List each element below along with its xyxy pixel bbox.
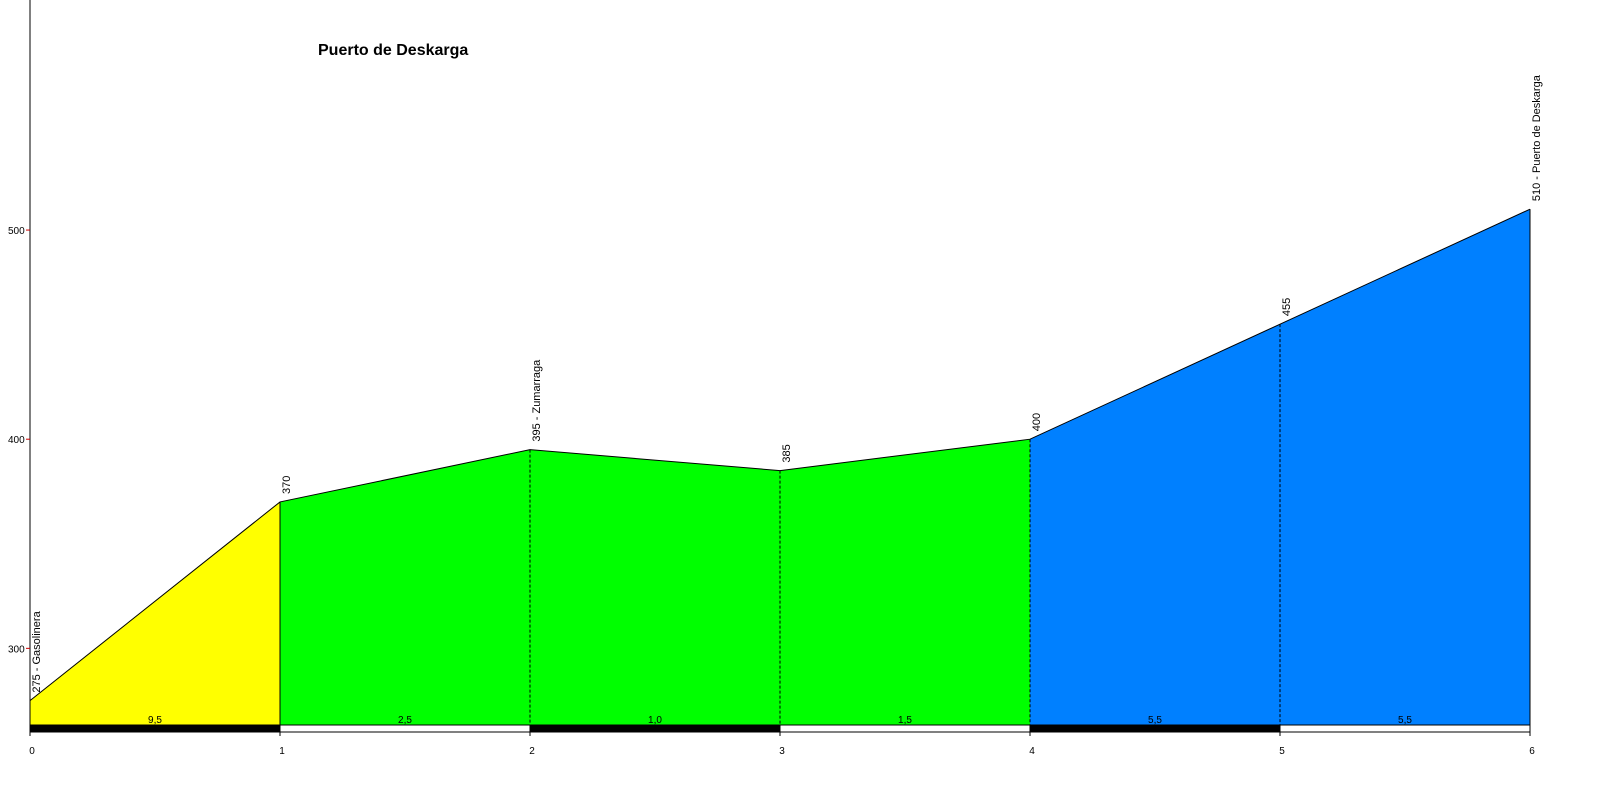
point-label-2: 395 - Zumarraga xyxy=(531,359,543,442)
segment-fills xyxy=(30,209,1530,726)
x-tick-label-3: 3 xyxy=(779,746,785,757)
gradient-bar-3 xyxy=(779,724,1031,733)
point-labels: 275 - Gasolinera 370 395 - Zumarraga 385 400… xyxy=(31,74,1543,692)
point-label-3: 385 xyxy=(781,444,793,462)
gradient-bars: 9,5 2,5 1,0 1,5 5,5 5,5 xyxy=(29,715,1531,733)
axes: 300 400 500 0 1 2 3 4 5 6 xyxy=(8,0,1535,757)
x-tick-label-5: 5 xyxy=(1279,746,1285,757)
gradient-bar-1 xyxy=(279,724,531,733)
segment-fill-4 xyxy=(1030,324,1280,725)
gradient-label-2: 1,0 xyxy=(648,715,662,726)
point-label-6: 510 - Puerto de Deskarga xyxy=(1531,74,1543,201)
gradient-label-1: 2,5 xyxy=(398,715,412,726)
x-tick-label-6: 6 xyxy=(1529,746,1535,757)
segment-dividers xyxy=(279,209,1531,725)
chart-title: Puerto de Deskarga xyxy=(318,42,468,59)
gradient-bar-0 xyxy=(29,724,281,733)
segment-fill-3 xyxy=(780,439,1030,725)
point-label-0: 275 - Gasolinera xyxy=(31,610,43,692)
segment-fill-2 xyxy=(530,449,780,725)
point-label-1: 370 xyxy=(281,476,293,494)
x-tick-label-1: 1 xyxy=(279,746,285,757)
x-tick-label-2: 2 xyxy=(529,746,535,757)
gradient-label-3: 1,5 xyxy=(898,715,912,726)
y-tick-label-500: 500 xyxy=(8,226,25,237)
point-label-4: 400 xyxy=(1031,413,1043,431)
segment-fill-0 xyxy=(30,501,280,725)
x-tick-label-0: 0 xyxy=(29,746,35,757)
segment-fill-5 xyxy=(1280,209,1530,726)
gradient-bar-4 xyxy=(1029,724,1281,733)
gradient-bar-5 xyxy=(1279,724,1531,733)
gradient-label-0: 9,5 xyxy=(148,715,162,726)
y-tick-label-400: 400 xyxy=(8,435,25,446)
gradient-bar-2 xyxy=(529,724,781,733)
gradient-label-5: 5,5 xyxy=(1398,715,1412,726)
y-tick-label-300: 300 xyxy=(8,644,25,655)
point-label-5: 455 xyxy=(1281,298,1293,316)
x-tick-label-4: 4 xyxy=(1029,746,1035,757)
gradient-label-4: 5,5 xyxy=(1148,715,1162,726)
segment-fill-1 xyxy=(280,449,530,725)
